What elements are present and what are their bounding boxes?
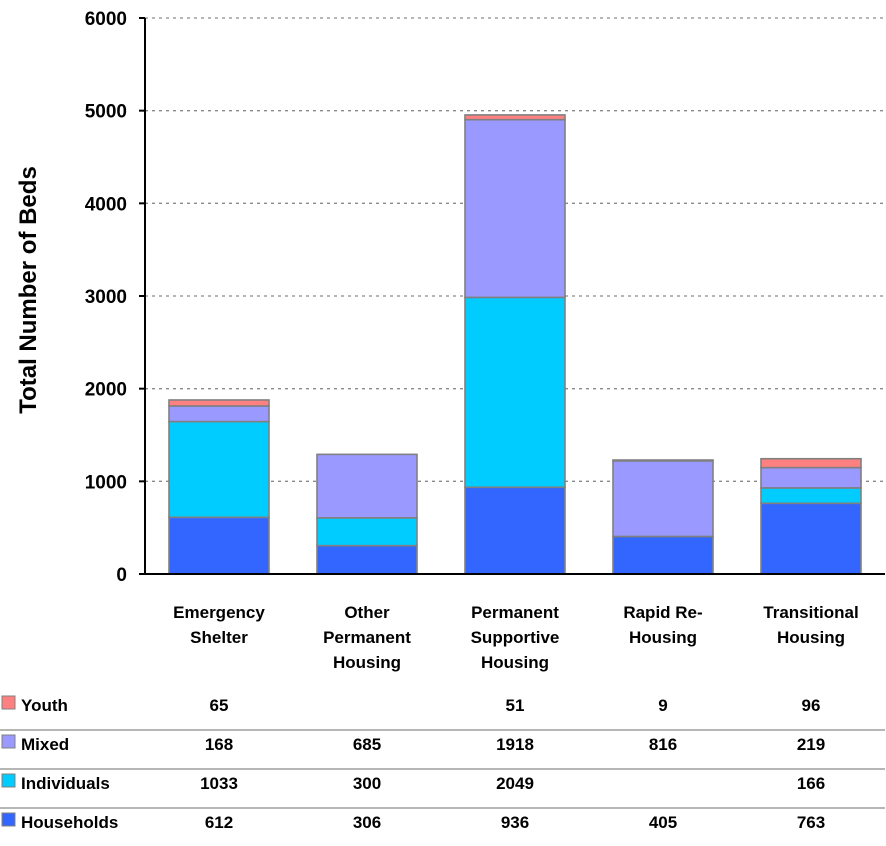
category-label: Permanent — [323, 628, 411, 647]
bar-segment-households — [612, 535, 714, 575]
bar-segment-mixed — [760, 466, 862, 489]
category-label: Rapid Re- — [623, 603, 702, 622]
bar-segment-households — [316, 544, 418, 575]
bar-segment-individuals — [760, 487, 862, 505]
data-table: Youth 65 51 9 96 Mixed 168 685 1918 816 219 Individ… — [0, 695, 885, 832]
bar-segment-households — [168, 516, 270, 575]
bar-segment-individuals — [168, 420, 270, 519]
axes — [139, 17, 885, 575]
legend-swatch-individuals — [1, 773, 16, 788]
y-axis-label: Total Number of Beds — [15, 166, 42, 414]
data-table-cell: 763 — [797, 813, 825, 832]
category-label: Housing — [333, 653, 401, 672]
bar-segment-mixed — [316, 453, 418, 519]
data-table-cell: 306 — [353, 813, 381, 832]
category-label: Supportive — [471, 628, 560, 647]
bar-segment-mixed — [168, 405, 270, 423]
data-table-cell: 685 — [353, 735, 381, 754]
category-labels: Emergency Shelter Other Permanent Housing Per… — [173, 603, 859, 672]
data-table-cell: 405 — [649, 813, 677, 832]
category-label: Shelter — [190, 628, 248, 647]
legend-swatch-households — [1, 812, 16, 827]
y-tick-labels: 0 1000 2000 3000 4000 5000 6000 — [85, 9, 127, 586]
legend-label-mixed: Mixed — [21, 735, 69, 754]
data-table-cell: 816 — [649, 735, 677, 754]
data-table-cell: 936 — [501, 813, 529, 832]
data-table-cell: 65 — [210, 696, 229, 715]
bar-segment-individuals — [464, 296, 566, 489]
bar-segment-mixed — [612, 460, 714, 538]
category-label: Other — [344, 603, 390, 622]
bar-segment-youth — [760, 457, 862, 469]
data-table-cell: 51 — [506, 696, 525, 715]
category-label: Permanent — [471, 603, 559, 622]
legend-label-youth: Youth — [21, 696, 68, 715]
category-label: Housing — [777, 628, 845, 647]
data-table-cell: 9 — [658, 696, 667, 715]
legend-swatch-mixed — [1, 734, 16, 749]
data-table-cell: 2049 — [496, 774, 534, 793]
data-table-cell: 300 — [353, 774, 381, 793]
legend-label-individuals: Individuals — [21, 774, 110, 793]
data-table-cell: 1918 — [496, 735, 534, 754]
data-table-cell: 219 — [797, 735, 825, 754]
data-table-cell: 166 — [797, 774, 825, 793]
y-tick-label: 0 — [116, 565, 127, 586]
bar-segment-individuals — [316, 517, 418, 547]
bar-segment-mixed — [464, 118, 566, 299]
y-tick-label: 6000 — [85, 9, 127, 30]
data-table-cell: 168 — [205, 735, 233, 754]
y-tick-label: 1000 — [85, 472, 127, 493]
y-tick-label: 2000 — [85, 380, 127, 401]
bar-segment-households — [760, 502, 862, 575]
category-label: Housing — [481, 653, 549, 672]
category-label: Transitional — [763, 603, 858, 622]
bars — [168, 114, 862, 575]
data-table-cell: 612 — [205, 813, 233, 832]
bar-segment-youth — [168, 399, 270, 407]
bar-segment-youth — [612, 459, 714, 462]
y-tick-label: 3000 — [85, 287, 127, 308]
data-table-cell: 96 — [802, 696, 821, 715]
y-tick-label: 5000 — [85, 102, 127, 123]
legend-label-households: Households — [21, 813, 118, 832]
y-tick-label: 4000 — [85, 194, 127, 215]
bar-segment-households — [464, 486, 566, 575]
category-label: Emergency — [173, 603, 265, 622]
bar-segment-youth — [464, 114, 566, 121]
data-table-cell: 1033 — [200, 774, 238, 793]
legend-swatch-youth — [1, 695, 16, 710]
category-label: Housing — [629, 628, 697, 647]
